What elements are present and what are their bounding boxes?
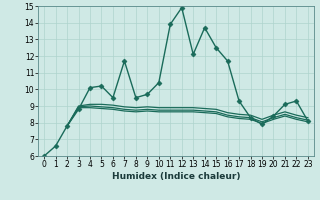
X-axis label: Humidex (Indice chaleur): Humidex (Indice chaleur)	[112, 172, 240, 181]
